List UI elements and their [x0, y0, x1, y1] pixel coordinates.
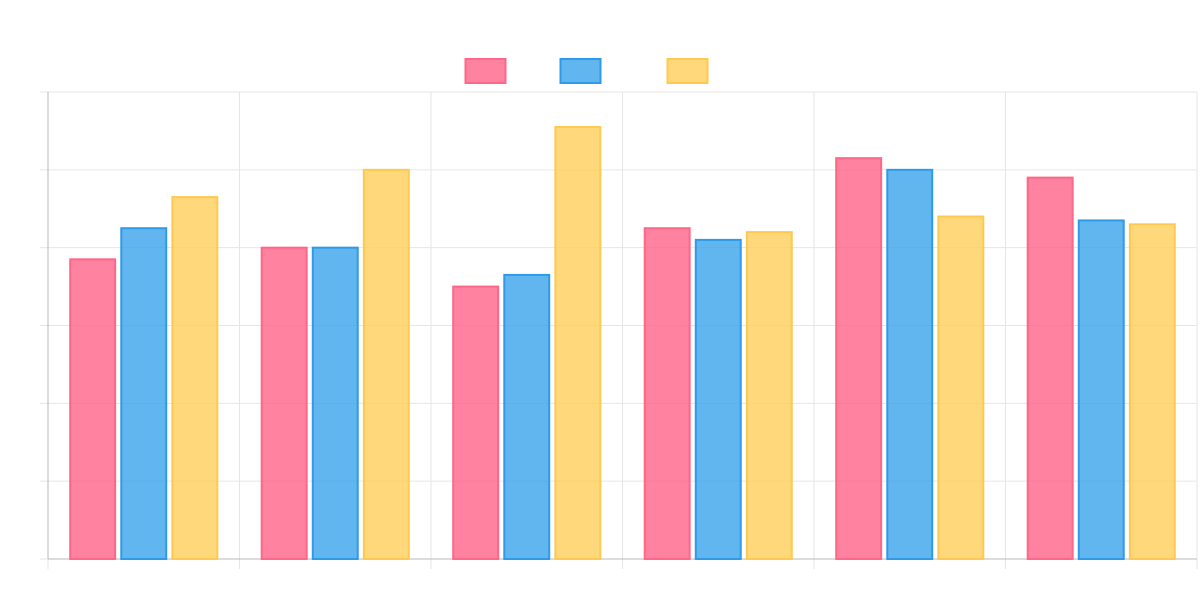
axes [40, 91, 1198, 569]
bar-series-3-category-3[interactable] [554, 126, 602, 561]
legend-swatch-series-1[interactable] [464, 58, 507, 84]
legend-swatch-series-2[interactable] [559, 58, 602, 84]
legend[interactable] [464, 58, 709, 84]
bar-series-1-category-5[interactable] [835, 157, 883, 561]
bar-series-1-category-4[interactable] [643, 227, 691, 560]
bar-series-3-category-5[interactable] [937, 215, 985, 561]
bar-series-2-category-6[interactable] [1077, 219, 1125, 561]
bar-series-3-category-4[interactable] [745, 231, 793, 560]
bar-series-3-category-1[interactable] [171, 196, 219, 560]
bar-series-2-category-1[interactable] [120, 227, 168, 560]
bars [69, 126, 1176, 561]
grid-lines [48, 91, 1198, 559]
bar-series-2-category-2[interactable] [311, 246, 359, 561]
bar-series-2-category-5[interactable] [886, 168, 934, 560]
bar-series-1-category-6[interactable] [1026, 176, 1074, 560]
bar-series-1-category-3[interactable] [452, 285, 500, 560]
legend-swatch-series-3[interactable] [666, 58, 709, 84]
bar-series-1-category-2[interactable] [260, 246, 308, 561]
bar-series-3-category-6[interactable] [1128, 223, 1176, 560]
bar-series-2-category-4[interactable] [694, 238, 742, 560]
bar-series-3-category-2[interactable] [362, 168, 410, 560]
bar-series-1-category-1[interactable] [69, 258, 117, 560]
bar-series-2-category-3[interactable] [503, 273, 551, 560]
